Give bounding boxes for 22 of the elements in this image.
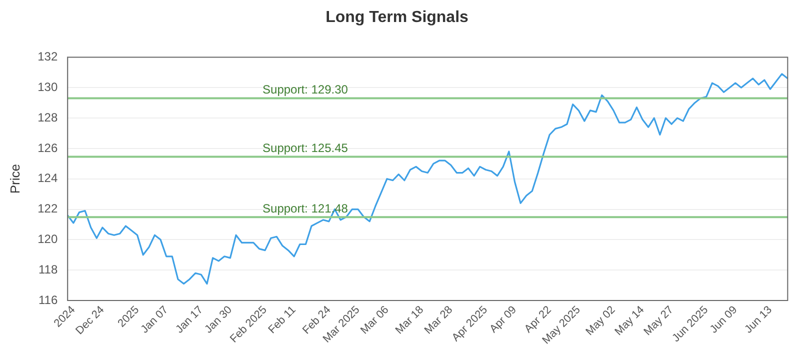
x-tick-label: Jun 13: [742, 304, 775, 336]
x-tick-label: Apr 09: [488, 304, 520, 336]
y-tick-label: 128: [38, 110, 58, 124]
x-tick-label: Jan 17: [174, 304, 206, 336]
x-tick-label: Jun 09: [708, 304, 740, 336]
x-tick-label: Mar 06: [358, 304, 392, 337]
y-axis-title: Price: [7, 164, 22, 194]
x-tick-label: Feb 11: [266, 304, 298, 336]
y-tick-label: 126: [38, 140, 58, 155]
chart-title: Long Term Signals: [326, 9, 469, 26]
y-tick-label: 132: [38, 50, 58, 64]
y-tick-label: 124: [38, 171, 58, 186]
x-tick-label: Jan 07: [138, 304, 171, 336]
y-tick-label: 116: [38, 292, 58, 307]
y-tick-label: 130: [38, 80, 58, 94]
ref-line-label: Support: 125.45: [262, 141, 348, 156]
ref-line-label: Support: 129.30: [262, 82, 348, 97]
x-tick-label: Dec 24: [74, 304, 107, 338]
ref-line-label: Support: 121.48: [262, 201, 348, 216]
y-tick-label: 122: [38, 202, 58, 216]
y-tick-label: 120: [38, 232, 58, 246]
y-tick-label: 118: [38, 262, 58, 276]
